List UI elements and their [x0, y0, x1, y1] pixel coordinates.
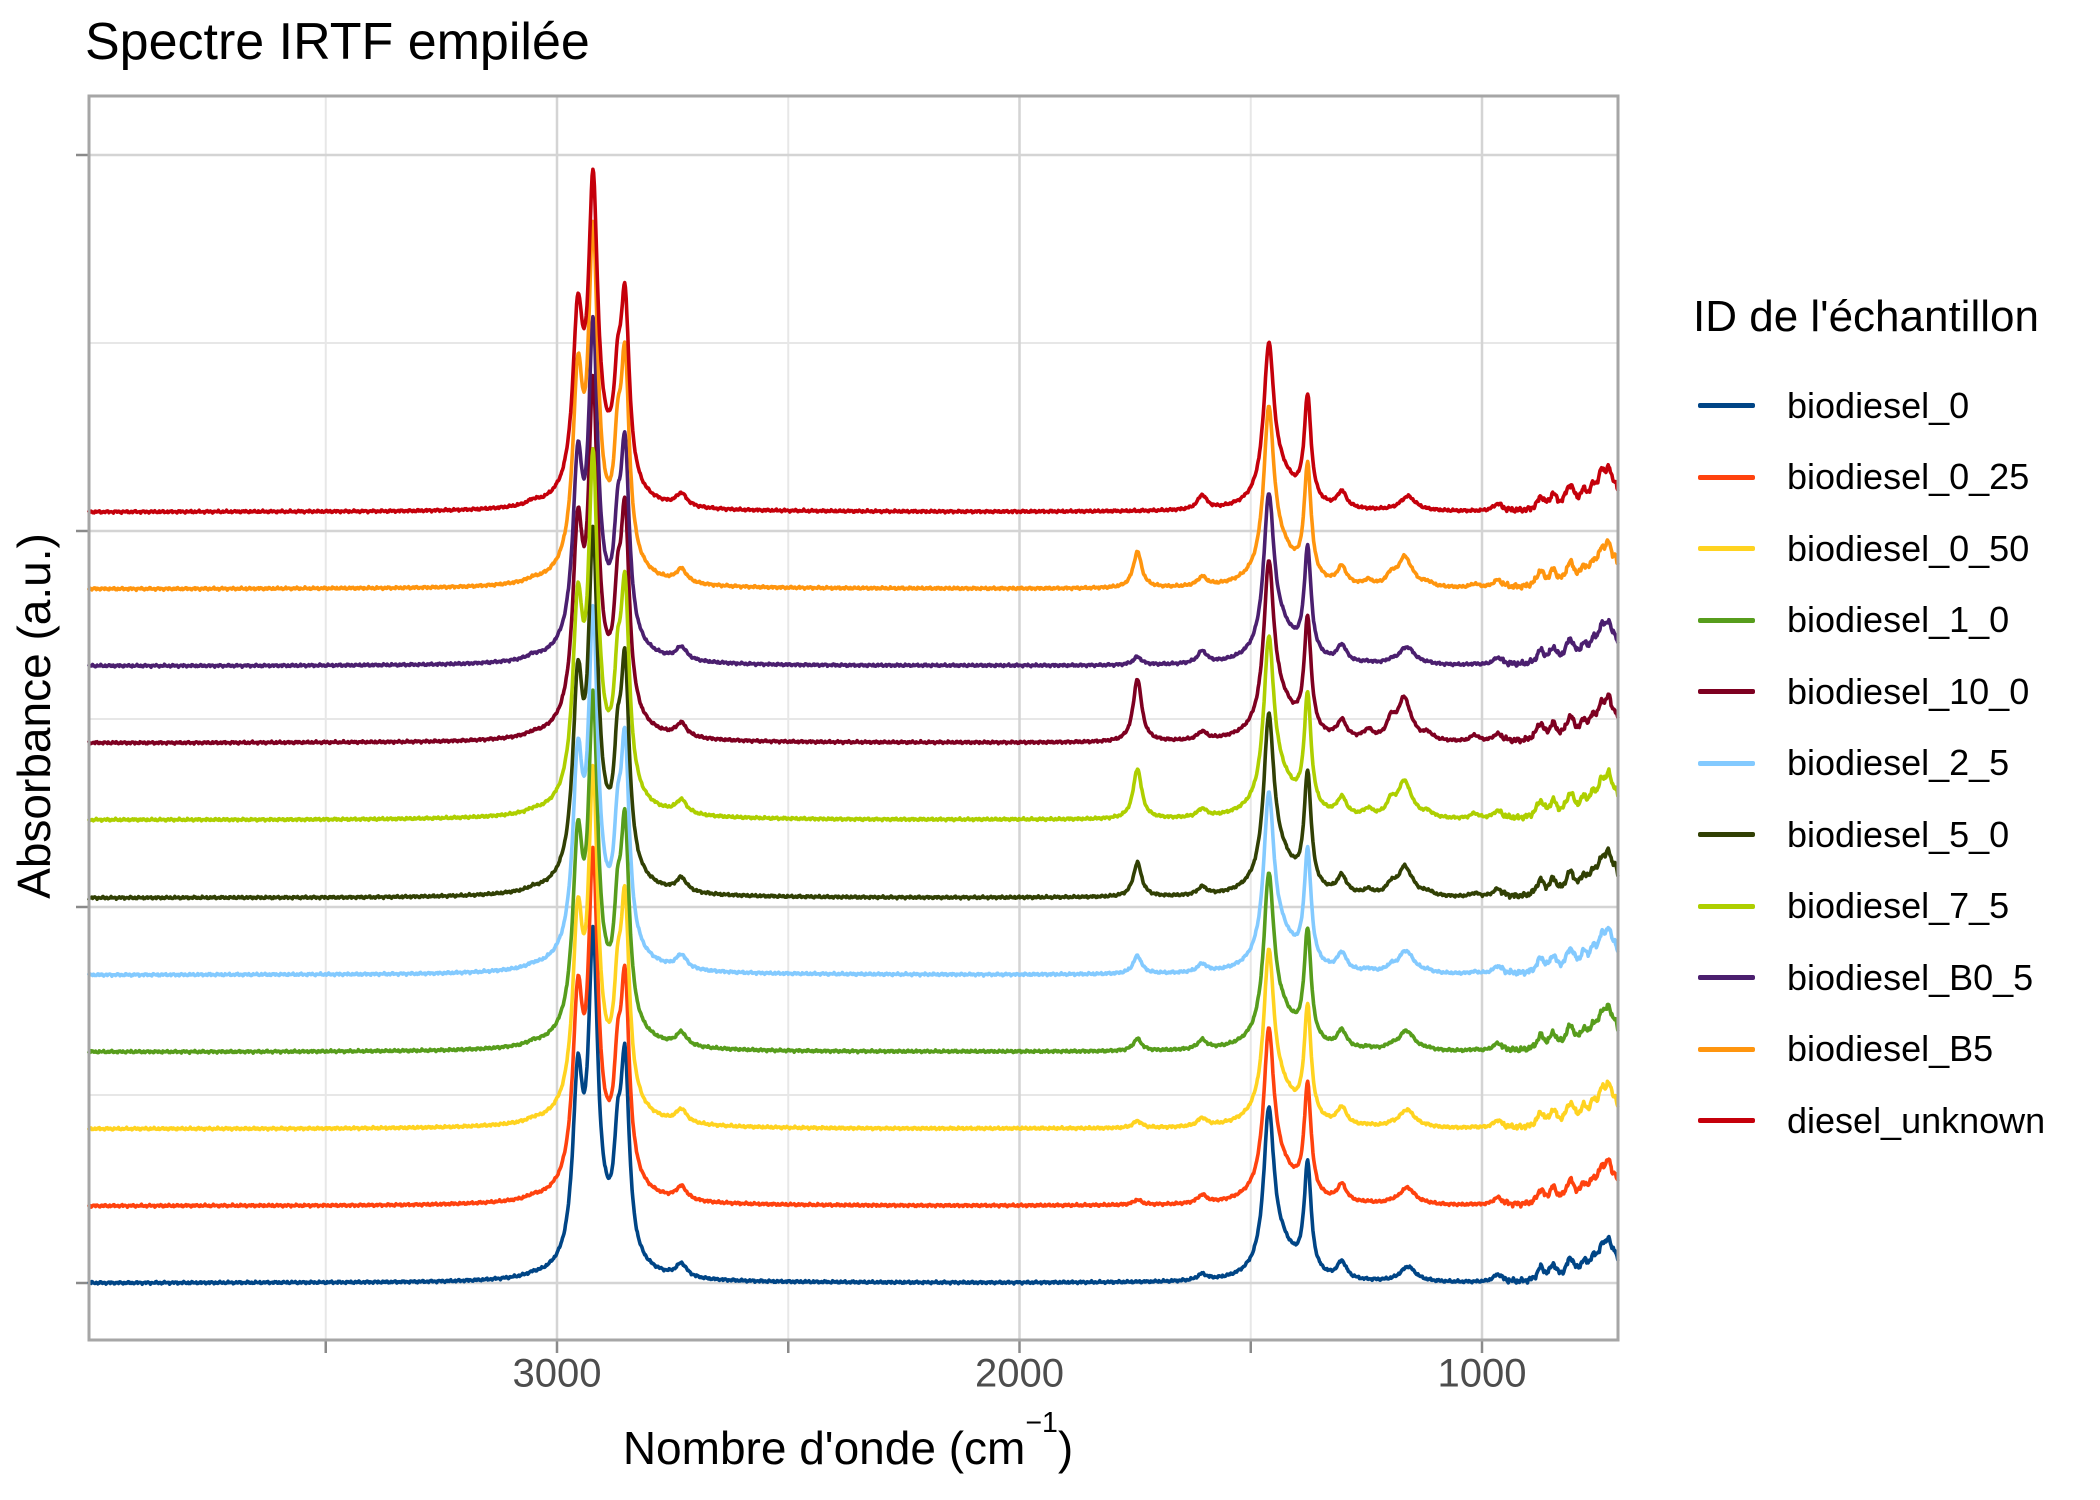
legend-item-biodiesel_5_0: biodiesel_5_0 [1693, 799, 2093, 871]
legend-label-biodiesel_10_0: biodiesel_10_0 [1787, 670, 2030, 712]
legend-swatch-biodiesel_0 [1698, 403, 1755, 409]
spectrum-line-biodiesel_10_0 [87, 373, 1620, 746]
legend-swatch-biodiesel_0_50 [1698, 546, 1755, 552]
x-axis-title: Nombre d'onde (cm−1) [622, 1407, 1074, 1474]
legend-item-diesel_unknown: diesel_unknown [1693, 1085, 2093, 1157]
x-tick-label-2000: 2000 [975, 1351, 1064, 1396]
legend-label-biodiesel_0_25: biodiesel_0_25 [1787, 456, 2030, 498]
legend-item-biodiesel_0: biodiesel_0 [1693, 370, 2093, 442]
panel-border [87, 94, 1620, 1342]
legend-swatch-biodiesel_0_25 [1698, 474, 1755, 480]
chart-title: Spectre IRTF empilée [85, 13, 590, 71]
legend-label-biodiesel_B0_5: biodiesel_B0_5 [1787, 956, 2034, 998]
legend-swatch-biodiesel_B0_5 [1698, 975, 1755, 981]
legend-label-biodiesel_0: biodiesel_0 [1787, 384, 1970, 426]
legend-item-biodiesel_7_5: biodiesel_7_5 [1693, 871, 2093, 943]
legend-item-biodiesel_B5: biodiesel_B5 [1693, 1014, 2093, 1086]
legend-swatch-biodiesel_7_5 [1698, 903, 1755, 909]
spectrum-line-biodiesel_2_5 [87, 603, 1620, 978]
spectrum-line-diesel_unknown [87, 167, 1620, 515]
spectrum-line-biodiesel_0 [87, 924, 1620, 1286]
x-tick-label-3000: 3000 [512, 1351, 602, 1396]
legend-swatch-biodiesel_2_5 [1698, 760, 1755, 766]
legend: ID de l'échantillon biodiesel_0 biodiesel… [1693, 292, 2093, 1157]
legend-item-biodiesel_10_0: biodiesel_10_0 [1693, 656, 2093, 728]
legend-swatch-diesel_unknown [1698, 1118, 1755, 1124]
spectrum-line-biodiesel_B0_5 [87, 314, 1620, 669]
legend-label-biodiesel_B5: biodiesel_B5 [1787, 1028, 1994, 1070]
spectrum-line-biodiesel_5_0 [87, 524, 1620, 901]
legend-swatch-biodiesel_5_0 [1698, 832, 1755, 838]
legend-item-biodiesel_2_5: biodiesel_2_5 [1693, 728, 2093, 800]
legend-label-biodiesel_7_5: biodiesel_7_5 [1787, 885, 2010, 927]
x-tick-label-1000: 1000 [1437, 1351, 1527, 1396]
legend-swatch-biodiesel_1_0 [1698, 617, 1755, 623]
spectrum-line-biodiesel_1_0 [87, 688, 1620, 1055]
legend-swatch-biodiesel_10_0 [1698, 689, 1755, 695]
legend-label-diesel_unknown: diesel_unknown [1787, 1099, 2046, 1141]
spectrum-line-biodiesel_7_5 [87, 446, 1620, 823]
legend-item-biodiesel_0_25: biodiesel_0_25 [1693, 442, 2093, 514]
legend-title: ID de l'échantillon [1693, 292, 2039, 341]
spectrum-line-biodiesel_B5 [87, 219, 1620, 593]
spectrum-line-biodiesel_0_25 [87, 845, 1620, 1209]
legend-item-biodiesel_B0_5: biodiesel_B0_5 [1693, 942, 2093, 1014]
spectrum-line-biodiesel_0_50 [87, 763, 1620, 1132]
legend-swatch-biodiesel_B5 [1698, 1046, 1755, 1052]
legend-label-biodiesel_1_0: biodiesel_1_0 [1787, 599, 2010, 641]
legend-item-biodiesel_1_0: biodiesel_1_0 [1693, 585, 2093, 657]
legend-label-biodiesel_0_50: biodiesel_0_50 [1787, 527, 2030, 569]
legend-label-biodiesel_5_0: biodiesel_5_0 [1787, 813, 2010, 855]
legend-item-biodiesel_0_50: biodiesel_0_50 [1693, 513, 2093, 585]
x-axis-title-superscript: −1 [1025, 1407, 1058, 1439]
legend-label-biodiesel_2_5: biodiesel_2_5 [1787, 742, 2010, 784]
